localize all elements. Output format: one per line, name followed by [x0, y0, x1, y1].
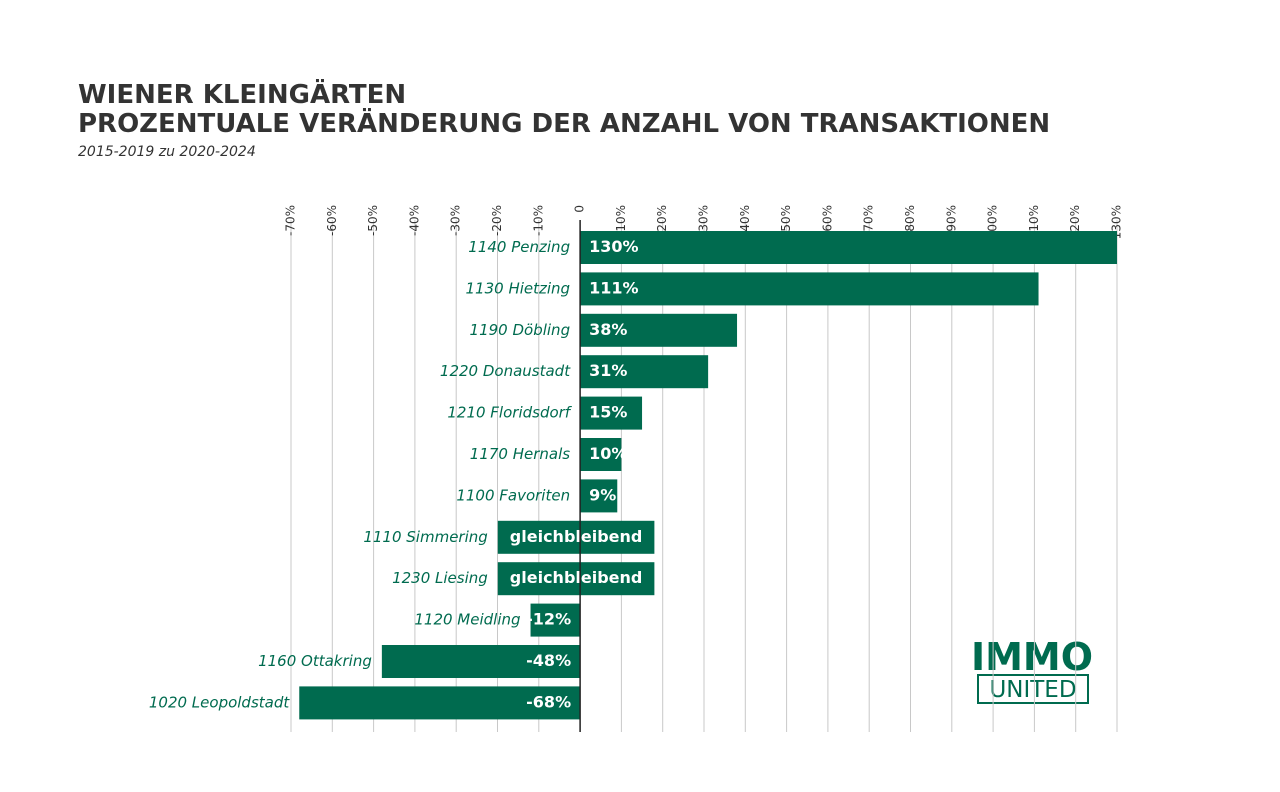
category-label: 1210 Floridsdorf — [447, 404, 572, 422]
x-tick-label: 100% — [986, 205, 1000, 239]
x-tick-label: -60% — [325, 205, 339, 236]
value-label: -68% — [526, 692, 571, 711]
bar — [580, 438, 622, 471]
logo-text: IMMO — [971, 635, 1093, 679]
value-label: gleichbleibend — [510, 568, 643, 587]
x-tick-label: 110% — [1027, 205, 1041, 239]
bar — [580, 479, 618, 513]
bar — [530, 603, 581, 637]
x-tick-label: 130% — [1110, 205, 1124, 239]
x-tick-label: 0 — [573, 205, 587, 213]
value-label: 111% — [589, 278, 638, 297]
x-tick-label: -70% — [284, 205, 298, 236]
value-label: 15% — [589, 403, 627, 422]
x-tick-label: -30% — [449, 205, 463, 236]
category-label: 1100 Favoriten — [456, 486, 570, 504]
bar — [299, 686, 581, 720]
value-label: 38% — [589, 320, 627, 339]
x-tick-label: 10% — [614, 205, 628, 232]
logo: IMMO UNITED — [971, 635, 1093, 704]
value-label-box: gleichbleibend — [497, 520, 655, 554]
x-tick-label: 50% — [779, 205, 793, 232]
category-label: 1170 Hernals — [470, 445, 570, 463]
bar — [580, 231, 1117, 264]
x-tick-label: 30% — [697, 205, 711, 232]
category-label: 1160 Ottakring — [258, 652, 372, 670]
value-label-box: gleichbleibend — [497, 562, 655, 596]
chart-title: WIENER KLEINGÄRTEN — [78, 78, 406, 110]
category-label: 1110 Simmering — [363, 528, 487, 546]
category-label: 1140 Penzing — [468, 238, 570, 256]
value-label: 130% — [589, 237, 638, 256]
x-tick-label: 40% — [738, 205, 752, 232]
category-label: 1130 Hietzing — [466, 279, 571, 297]
x-tick-label: 80% — [903, 205, 917, 232]
x-tick-label: 90% — [944, 205, 958, 232]
value-label: -48% — [526, 651, 571, 670]
value-label: 10% — [589, 444, 627, 463]
bar — [580, 313, 738, 347]
logo-frame — [977, 674, 1089, 704]
category-label: 1120 Meidling — [414, 611, 520, 629]
x-tick-label: -40% — [407, 205, 421, 236]
x-tick-label: -20% — [490, 205, 504, 236]
x-tick-label: 60% — [820, 205, 834, 232]
bar — [580, 272, 1039, 306]
chart-subtitle: 2015-2019 zu 2020-2024 — [78, 144, 256, 160]
category-label: 1190 Döbling — [470, 321, 571, 339]
label-background — [497, 520, 655, 554]
category-label: 1020 Leopoldstadt — [149, 693, 291, 711]
x-tick-label: -50% — [366, 205, 380, 236]
x-tick-label: 20% — [655, 205, 669, 232]
label-background — [497, 562, 655, 596]
category-label: 1220 Donaustadt — [440, 362, 571, 380]
category-label: 1230 Liesing — [392, 569, 488, 587]
x-tick-label: 70% — [862, 205, 876, 232]
chart-title: PROZENTUALE VERÄNDERUNG DER ANZAHL VON T… — [78, 107, 1050, 139]
bar — [381, 645, 581, 678]
x-tick-label: 120% — [1068, 205, 1082, 239]
value-label: 31% — [589, 361, 627, 380]
x-tick-label: -10% — [531, 205, 545, 236]
value-label: 9% — [589, 485, 616, 504]
bar — [580, 396, 643, 430]
bar — [580, 355, 709, 389]
value-label: gleichbleibend — [510, 527, 643, 546]
logo-text: UNITED — [989, 677, 1076, 703]
value-label: -12% — [526, 610, 571, 629]
